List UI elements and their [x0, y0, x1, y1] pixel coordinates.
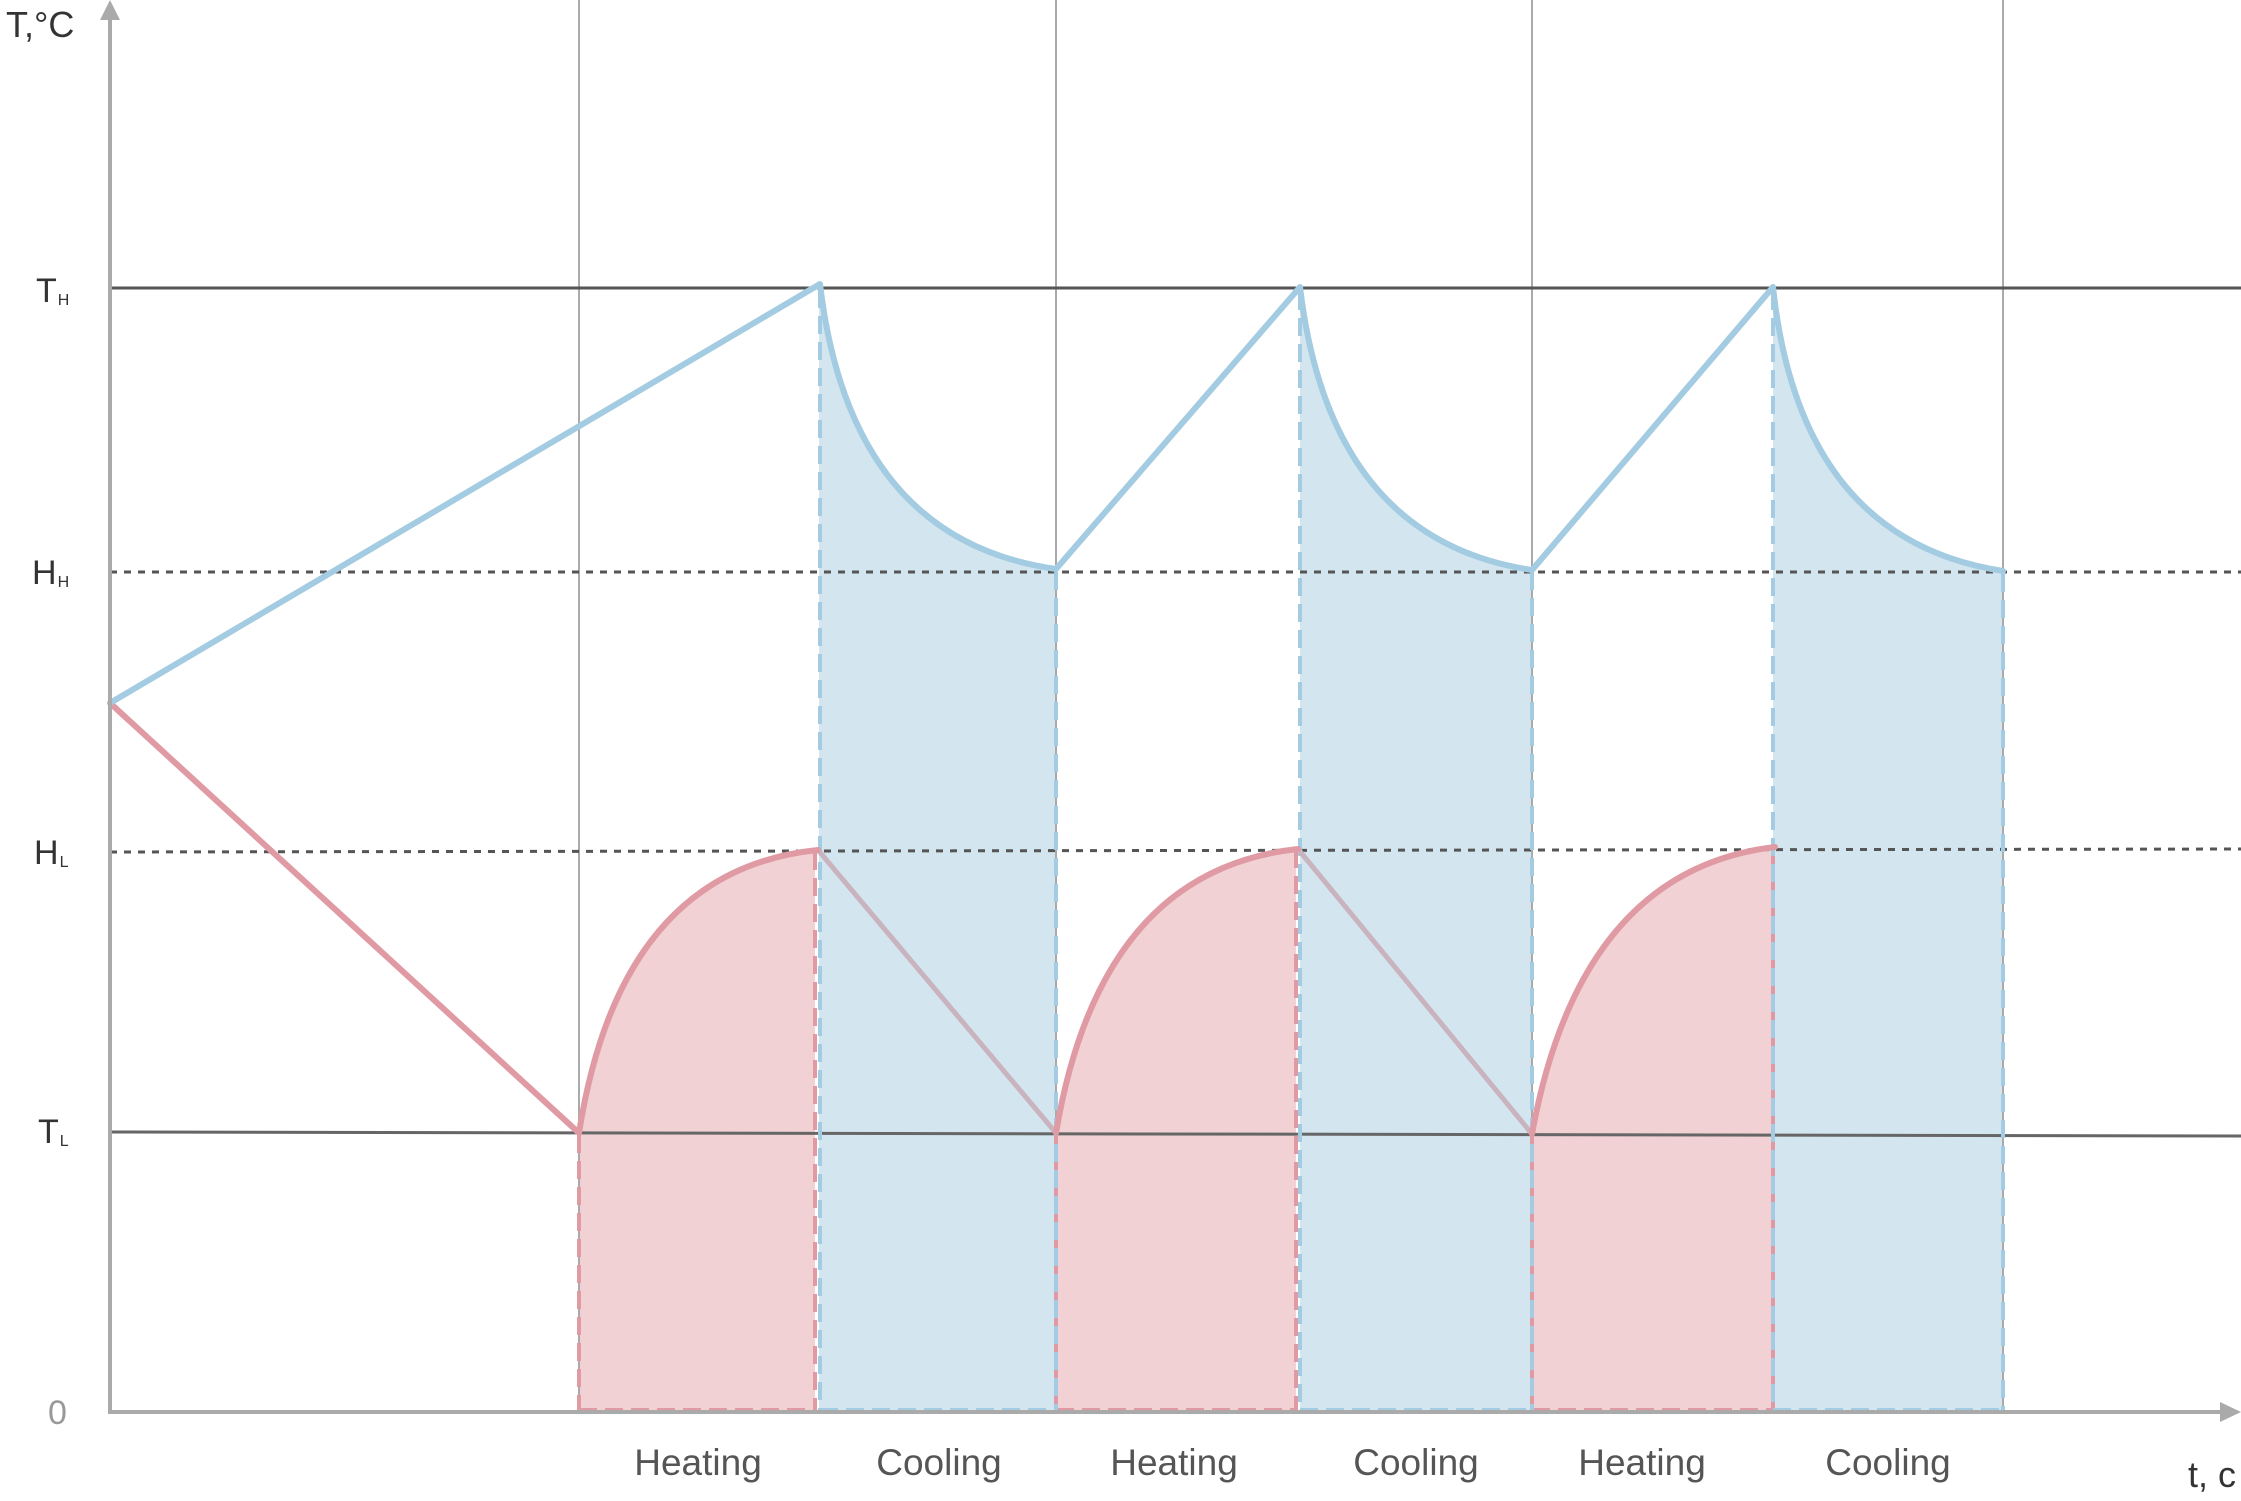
phase-label-3: Heating — [1110, 1442, 1238, 1483]
phase-label-6: Cooling — [1825, 1442, 1950, 1483]
cold-fill-1 — [579, 851, 815, 1411]
axes — [100, 0, 2241, 1422]
level-label-hl: HL — [34, 834, 69, 872]
level-label-th: TH — [36, 272, 69, 310]
cold-fill-2 — [1056, 849, 1296, 1411]
transition-line-1 — [816, 848, 1058, 1135]
phase-label-1: Heating — [634, 1442, 762, 1483]
phase-label-4: Cooling — [1353, 1442, 1478, 1483]
x-axis-label: t, c — [2188, 1454, 2236, 1495]
phase-label-5: Heating — [1578, 1442, 1706, 1483]
cold-curve — [107, 700, 1778, 1137]
transition-line-2 — [1296, 847, 1534, 1136]
y-axis-label: T,°C — [6, 4, 74, 45]
level-line-tl — [109, 1130, 2241, 1138]
phase-label-2: Cooling — [876, 1442, 1001, 1483]
y-axis-arrow — [100, 0, 120, 20]
cold-phase-fills — [579, 848, 1773, 1411]
hot-fill-1 — [819, 284, 1056, 1411]
x-axis-arrow — [2220, 1402, 2241, 1422]
level-label-hh: HH — [32, 554, 69, 592]
hot-phase-fills — [819, 284, 2003, 1411]
cold-fill-3 — [1532, 848, 1773, 1411]
zero-label: 0 — [48, 1394, 67, 1432]
level-lines — [109, 286, 2241, 1138]
phase-labels: Heating Cooling Heating Cooling Heating … — [634, 1442, 1951, 1483]
transition-lines — [816, 847, 1534, 1136]
level-label-tl: TL — [38, 1113, 69, 1151]
hot-curve — [107, 281, 2006, 706]
level-line-hl — [109, 847, 2241, 854]
